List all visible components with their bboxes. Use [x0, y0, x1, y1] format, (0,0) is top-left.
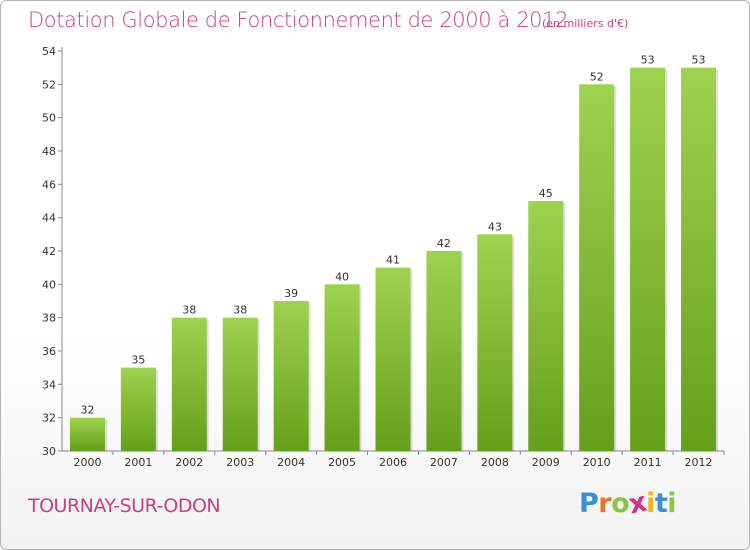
data-label-2009: 45 [539, 187, 553, 200]
bar-2005 [324, 284, 360, 451]
data-label-2005: 40 [335, 270, 349, 283]
y-tick-label: 34 [42, 378, 56, 391]
bar-2001 [120, 367, 156, 451]
proxiti-logo: Proxiti [579, 487, 677, 521]
logo-letter: i [667, 488, 677, 519]
data-label-2011: 53 [641, 54, 655, 67]
bar-2008 [477, 234, 513, 451]
bar-2012 [681, 67, 717, 452]
bar-2004 [273, 301, 309, 451]
y-tick-label: 42 [42, 245, 56, 258]
data-label-2008: 43 [488, 220, 502, 233]
y-tick-label: 36 [42, 345, 56, 358]
data-label-2000: 32 [80, 404, 94, 417]
logo-letter: i [646, 488, 655, 519]
x-tick-label-2012: 2012 [685, 456, 713, 469]
y-tick-label: 40 [42, 278, 56, 291]
logo-letter: P [579, 488, 599, 519]
chart-title: Dotation Globale de Fonctionnement de 20… [28, 8, 569, 32]
bar-2000 [69, 417, 105, 451]
x-tick-label-2005: 2005 [328, 456, 356, 469]
y-tick-label: 54 [42, 45, 56, 58]
bar-2006 [375, 267, 411, 451]
commune-name: TOURNAY-SUR-ODON [28, 495, 221, 517]
data-label-2001: 35 [131, 354, 145, 367]
y-tick-label: 48 [42, 145, 56, 158]
x-tick-label-2004: 2004 [277, 456, 305, 469]
chart-unit: (en milliers d'€) [542, 17, 629, 30]
bar-2002 [171, 317, 207, 451]
bar-2007 [426, 251, 462, 451]
x-tick-label-2000: 2000 [73, 456, 101, 469]
logo-letter: t [654, 488, 668, 519]
x-tick-label-2006: 2006 [379, 456, 407, 469]
data-label-2002: 38 [182, 304, 196, 317]
y-tick-label: 44 [42, 212, 56, 225]
x-tick-label-2011: 2011 [634, 456, 662, 469]
x-tick-label-2010: 2010 [583, 456, 611, 469]
data-label-2010: 52 [590, 70, 604, 83]
logo-letter: o [611, 488, 630, 519]
chart-axes: 30 32 34 36 38 40 42 44 46 48 50 52 54 [42, 45, 725, 458]
x-tick-label-2002: 2002 [175, 456, 203, 469]
data-label-2004: 39 [284, 287, 298, 300]
x-tick-label-2009: 2009 [532, 456, 560, 469]
y-tick-label: 38 [42, 312, 56, 325]
data-label-2006: 41 [386, 254, 400, 267]
x-tick-label-2007: 2007 [430, 456, 458, 469]
data-label-2003: 38 [233, 304, 247, 317]
bar-2011 [630, 67, 666, 452]
y-tick-label: 46 [42, 178, 56, 191]
y-tick-label: 52 [42, 78, 56, 91]
bar-series [69, 67, 719, 452]
y-tick-label: 30 [42, 445, 56, 458]
y-tick-label: 50 [42, 112, 56, 125]
bar-2009 [528, 201, 564, 451]
x-tick-label-2008: 2008 [481, 456, 509, 469]
x-tick-label-2003: 2003 [226, 456, 254, 469]
y-tick-label: 32 [42, 412, 56, 425]
data-label-2007: 42 [437, 237, 451, 250]
x-tick-label-2001: 2001 [124, 456, 152, 469]
bar-2010 [579, 84, 615, 451]
bar-2003 [222, 317, 258, 451]
data-labels: 32 2000 35 2001 38 2002 38 2003 39 2004 40 2005 41 20… [73, 54, 712, 469]
data-label-2012: 53 [692, 54, 706, 67]
logo-letter: r [598, 488, 612, 519]
